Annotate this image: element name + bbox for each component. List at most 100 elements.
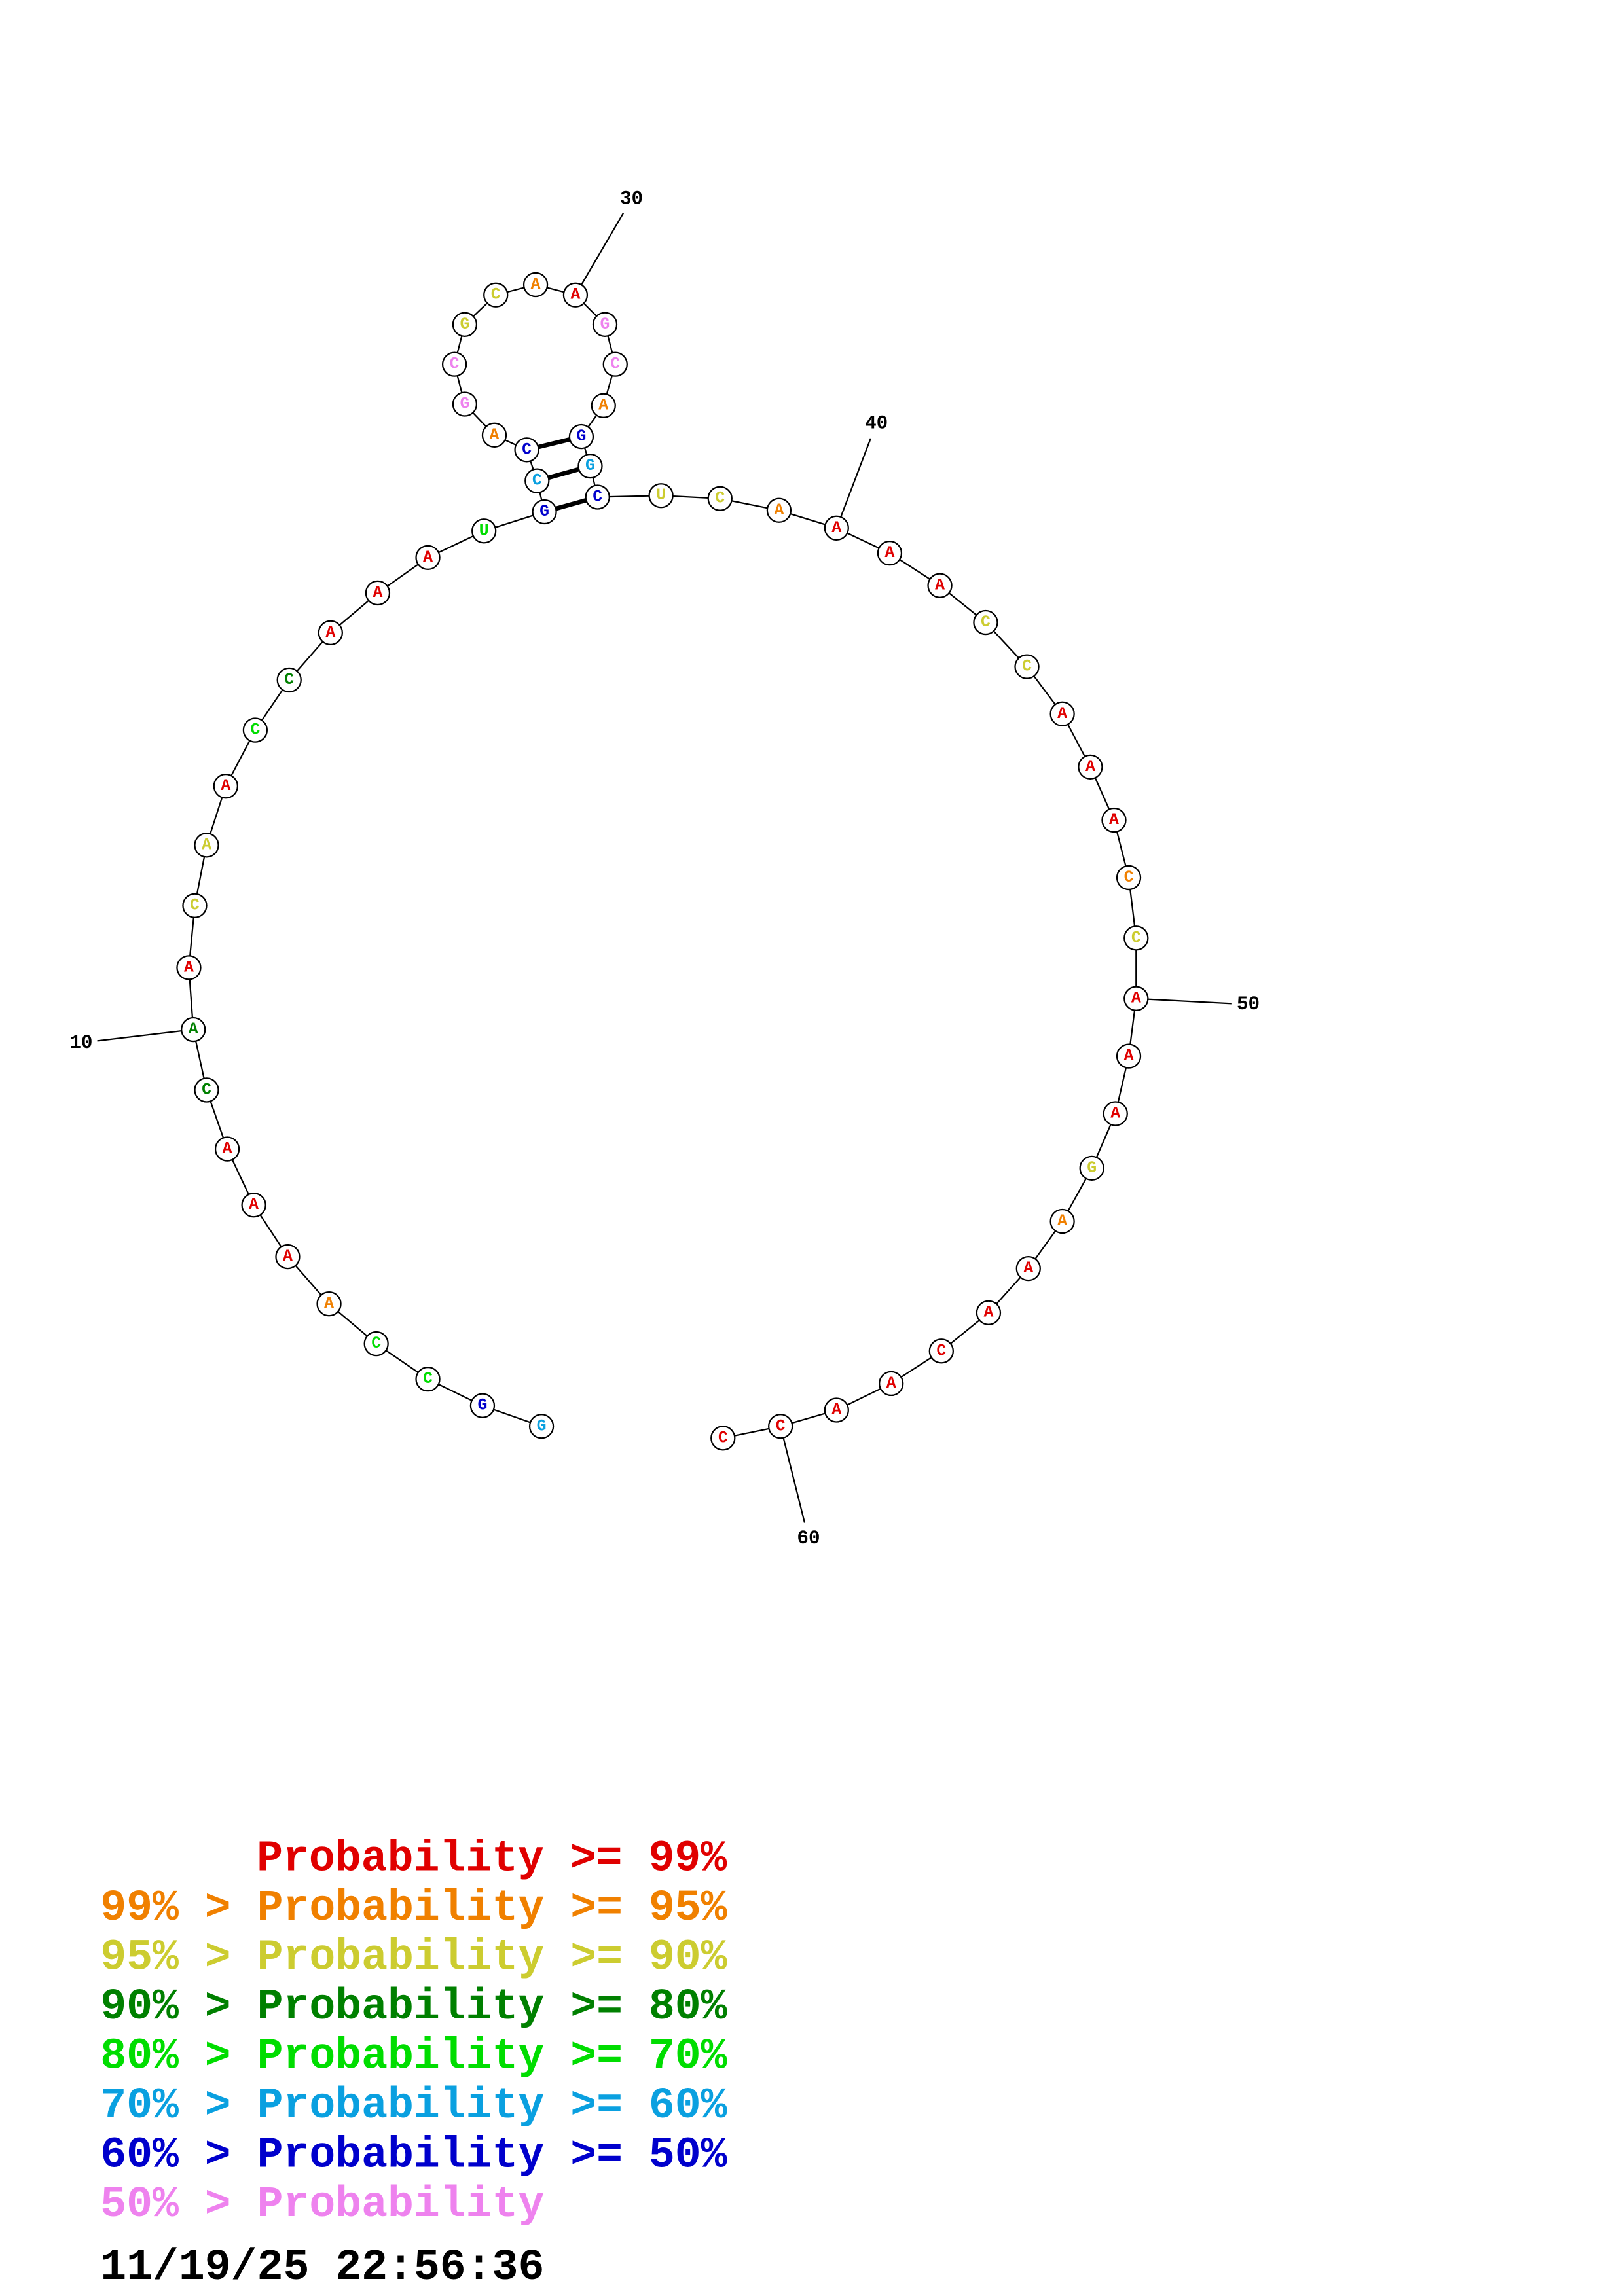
nucleotide-base: C [371, 1335, 381, 1353]
nucleotide-base: A [490, 426, 500, 444]
nucleotide-circle [194, 833, 219, 858]
nucleotide-base: A [1023, 1259, 1033, 1278]
legend: Probability >= 99%99% > Probability >= 9… [100, 1835, 727, 2229]
nucleotide-circle [514, 437, 539, 463]
nucleotide-base: A [249, 1196, 259, 1214]
nucleotide-base: C [202, 1081, 211, 1099]
nucleotide-circle [522, 272, 549, 298]
nucleotide-circle [1116, 865, 1142, 891]
nucleotide-circle [182, 893, 208, 918]
nucleotide-circle [213, 774, 238, 799]
nucleotide-base: C [936, 1342, 946, 1360]
legend-entry: Probability >= 99% [257, 1835, 727, 1884]
nucleotide-circle [1079, 1155, 1104, 1181]
nucleotide-circle [363, 1331, 389, 1357]
nucleotide-base: C [1124, 869, 1134, 887]
nucleotide-base: G [1087, 1159, 1097, 1177]
nucleotide-base: G [537, 1417, 547, 1435]
nucleotide-base: A [1085, 758, 1095, 776]
nucleotide-base: G [539, 503, 549, 521]
nucleotide-base: A [1057, 705, 1067, 723]
nucleotide-circle [602, 351, 628, 377]
nucleotide-circle [1101, 807, 1127, 833]
nucleotide-circle [707, 486, 733, 511]
nucleotide-circle [176, 955, 202, 980]
nucleotide-circle [214, 1136, 240, 1162]
nucleotide-base: A [1057, 1212, 1067, 1230]
nucleotide-circle [532, 499, 557, 525]
number-tick [97, 1028, 194, 1042]
nucleotide-circle [1123, 986, 1149, 1011]
nucleotide-circle [441, 351, 467, 377]
number-tick [780, 1426, 806, 1523]
nucleotides: GGCCAAAAC10AACAACCAAAUGCCAGCGCA30AGCAGGC… [69, 188, 1260, 1549]
nucleotide-circle [528, 1414, 555, 1439]
nucleotide-circle [976, 1300, 1002, 1325]
nucleotide-circle [1049, 701, 1075, 726]
nucleotide-circle [275, 1244, 301, 1270]
nucleotide-circle [316, 1291, 342, 1317]
nucleotide-circle [973, 609, 998, 636]
nucleotide-base: C [1022, 658, 1032, 676]
nucleotide-base: A [885, 544, 895, 562]
number-tick [1136, 997, 1232, 1005]
nucleotide-circle [824, 515, 849, 541]
nucleotide-base: C [190, 897, 200, 915]
nucleotide-base: A [373, 584, 382, 602]
nucleotide-circle [768, 1414, 793, 1439]
nucleotide-base: C [776, 1417, 786, 1435]
nucleotide-base: A [774, 501, 784, 520]
nucleotide-circle [365, 580, 391, 606]
nucleotide-base: A [1124, 1047, 1134, 1066]
nucleotide-base: C [718, 1429, 728, 1447]
nucleotide-base: G [585, 457, 595, 475]
nucleotide-base: U [479, 522, 489, 540]
number-tick [835, 438, 871, 529]
nucleotide-circle [1103, 1101, 1128, 1126]
nucleotide-base: C [423, 1370, 433, 1388]
nucleotide-circle [824, 1397, 849, 1423]
nucleotide-base: A [189, 1020, 198, 1039]
nucleotide-base: A [184, 958, 194, 977]
nucleotide-base: G [576, 427, 586, 446]
nucleotide-base: A [531, 276, 541, 294]
position-number: 60 [797, 1528, 820, 1549]
nucleotide-base: C [610, 355, 620, 374]
timestamp: 11/19/25 22:56:36 [100, 2243, 544, 2292]
nucleotide-base: C [532, 472, 542, 490]
nucleotide-base: A [221, 777, 230, 795]
legend-entry: 50% > Probability [100, 2180, 544, 2229]
nucleotide-circle [524, 468, 550, 493]
legend-entry: 95% > Probability >= 90% [100, 1933, 727, 1982]
nucleotide-circle [568, 423, 594, 450]
nucleotide-circle [276, 667, 302, 693]
nucleotide-base: A [935, 577, 945, 595]
nucleotide-circle [181, 1016, 206, 1043]
nucleotide-circle [927, 573, 953, 598]
nucleotide-base: C [715, 490, 725, 508]
legend-entry: 99% > Probability >= 95% [100, 1884, 727, 1933]
nucleotide-base: C [593, 488, 602, 506]
nucleotide-circle [928, 1338, 954, 1364]
nucleotide-circle [452, 312, 478, 337]
nucleotide-circle [241, 1193, 266, 1218]
nucleotide-circle [194, 1077, 219, 1103]
nucleotide-circle [648, 483, 674, 509]
nucleotide-base: C [981, 613, 991, 632]
nucleotide-base: G [460, 315, 469, 334]
legend-entry: 70% > Probability >= 60% [100, 2081, 727, 2130]
nucleotide-base: A [423, 548, 433, 567]
nucleotide-circle [452, 391, 478, 417]
nucleotide-base: A [283, 1247, 293, 1266]
nucleotide-circle [1049, 1208, 1075, 1234]
nucleotide-circle [1014, 654, 1040, 679]
number-tick [574, 213, 625, 296]
nucleotide-base: A [324, 1295, 334, 1313]
nucleotide-base: A [325, 624, 335, 642]
nucleotide-circle [877, 540, 903, 566]
nucleotide-base: U [656, 486, 666, 505]
nucleotide-base: A [1110, 1104, 1120, 1122]
nucleotide-circle [710, 1426, 736, 1451]
nucleotide-circle [1123, 925, 1149, 951]
